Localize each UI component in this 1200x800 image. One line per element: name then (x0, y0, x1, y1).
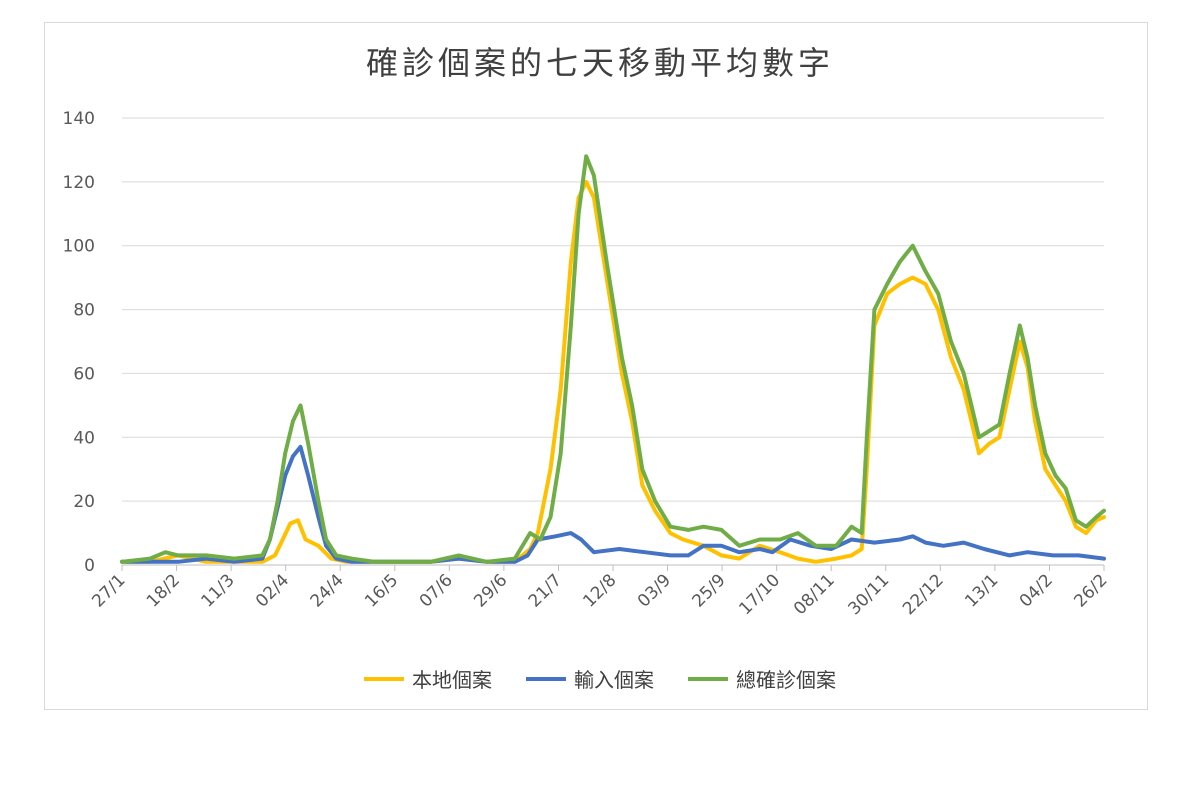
series-line-total (120, 154, 1106, 564)
x-tick-label: 04/2 (1016, 570, 1057, 611)
series-line-imported (120, 444, 1106, 564)
legend-item-total: 總確診個案 (688, 664, 836, 693)
y-tick-label: 0 (84, 556, 95, 576)
x-tick-label: 21/7 (525, 570, 566, 611)
legend: 本地個案 輸入個案 總確診個案 (0, 664, 1200, 693)
x-tick-label: 27/1 (88, 570, 129, 611)
x-tick-label: 03/9 (634, 570, 675, 611)
x-tick-label: 07/6 (416, 570, 457, 611)
chart-title: 確診個案的七天移動平均數字 (365, 44, 834, 82)
x-tick-label: 02/4 (252, 570, 293, 611)
legend-label: 總確診個案 (736, 668, 836, 692)
y-tick-label: 40 (73, 428, 95, 448)
x-tick-label: 16/5 (361, 570, 402, 611)
chart-frame (44, 22, 1148, 710)
x-tick-label: 12/8 (579, 570, 620, 611)
legend-label: 輸入個案 (574, 668, 654, 692)
x-tick-label: 24/4 (307, 570, 348, 611)
y-tick-label: 80 (73, 301, 95, 321)
y-tick-label: 140 (63, 109, 95, 129)
x-tick-label: 17/10 (735, 570, 784, 619)
x-tick-label: 26/2 (1070, 570, 1111, 611)
legend-swatch (526, 676, 566, 681)
legend-swatch (364, 676, 404, 681)
y-tick-label: 20 (73, 492, 95, 512)
x-tick-label: 11/3 (198, 570, 239, 611)
x-tick-label: 29/6 (470, 570, 511, 611)
legend-label: 本地個案 (412, 668, 492, 692)
y-tick-label: 60 (73, 364, 95, 384)
legend-swatch (688, 676, 728, 681)
x-tick-label: 30/11 (845, 570, 894, 619)
x-tick-label: 08/11 (790, 570, 839, 619)
legend-item-local: 本地個案 (364, 664, 492, 693)
y-tick-label: 120 (63, 173, 95, 193)
x-tick-label: 22/12 (899, 570, 948, 619)
series-line-local (120, 179, 1106, 564)
x-tick-label: 18/2 (143, 570, 184, 611)
legend-item-imported: 輸入個案 (526, 664, 654, 693)
x-tick-label: 25/9 (689, 570, 730, 611)
x-tick-label: 13/1 (961, 570, 1002, 611)
y-tick-label: 100 (63, 237, 95, 257)
